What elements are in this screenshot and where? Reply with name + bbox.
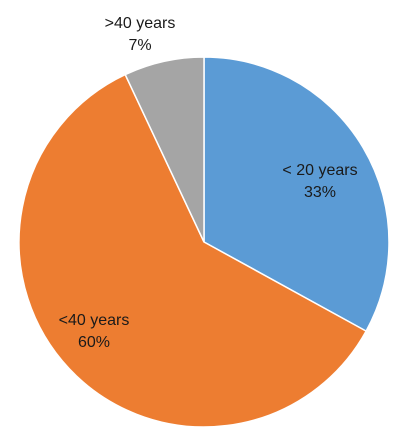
slice-percent-label-0: 33%	[304, 184, 336, 201]
slice-name-label-0: < 20 years	[282, 162, 357, 179]
pie-slice-2	[124, 56, 205, 243]
pie-labels: < 20 years 33% <40 years 60% >40 years 7%	[59, 15, 358, 351]
slice-name-label-1: <40 years	[59, 312, 130, 329]
slice-percent-label-2: 7%	[128, 37, 151, 54]
slice-percent-label-1: 60%	[78, 334, 110, 351]
pie-slice-0	[203, 56, 390, 333]
pie-slices	[18, 56, 390, 428]
slice-name-label-2: >40 years	[105, 15, 176, 32]
pie-slice-1	[18, 73, 368, 428]
